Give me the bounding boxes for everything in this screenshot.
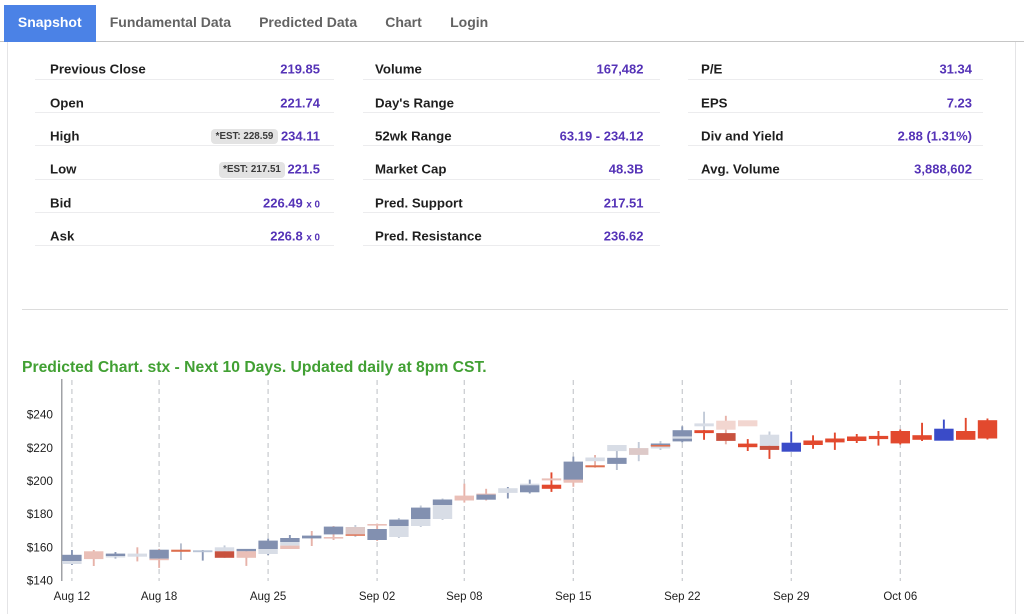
svg-text:Oct 06: Oct 06 xyxy=(883,591,917,603)
svg-text:$240: $240 xyxy=(27,408,54,422)
svg-text:Aug 12: Aug 12 xyxy=(54,591,90,603)
svg-text:Sep 08: Sep 08 xyxy=(446,591,482,603)
svg-text:$180: $180 xyxy=(27,507,54,521)
svg-text:$140: $140 xyxy=(27,574,54,588)
svg-text:$160: $160 xyxy=(27,541,54,555)
svg-text:$220: $220 xyxy=(27,441,54,455)
svg-text:Sep 02: Sep 02 xyxy=(359,591,395,603)
svg-text:$200: $200 xyxy=(27,474,54,488)
svg-text:Sep 29: Sep 29 xyxy=(773,591,809,603)
svg-text:Aug 18: Aug 18 xyxy=(141,591,177,603)
svg-text:Sep 22: Sep 22 xyxy=(664,591,700,603)
svg-text:Sep 15: Sep 15 xyxy=(555,591,591,603)
svg-text:Aug 25: Aug 25 xyxy=(250,591,286,603)
